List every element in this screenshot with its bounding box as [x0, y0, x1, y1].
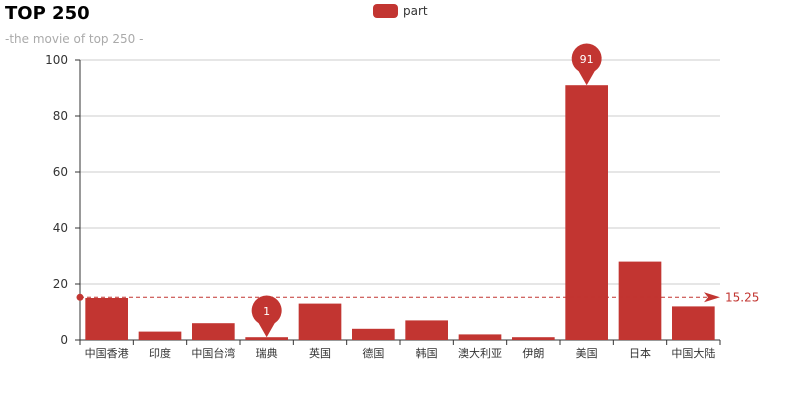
mark-point-label: 91: [580, 53, 594, 66]
y-tick-label: 60: [53, 165, 68, 179]
y-tick-label: 100: [45, 53, 68, 67]
bar[interactable]: [672, 306, 715, 340]
x-tick-label: 中国香港: [85, 347, 129, 360]
bar[interactable]: [298, 303, 342, 340]
bar[interactable]: [405, 320, 448, 340]
bar[interactable]: [458, 334, 502, 340]
x-tick-label: 伊朗: [522, 347, 544, 360]
y-tick-label: 20: [53, 277, 68, 291]
bar[interactable]: [85, 298, 128, 340]
bar[interactable]: [618, 261, 662, 340]
average-line-arrow: [704, 292, 720, 303]
x-tick-label: 澳大利亚: [458, 346, 502, 360]
x-tick-label: 中国台湾: [191, 346, 235, 360]
mark-point-pin: [571, 43, 602, 86]
bar[interactable]: [192, 323, 235, 340]
bar[interactable]: [352, 328, 395, 340]
x-tick-label: 美国: [576, 347, 598, 360]
x-tick-label: 日本: [629, 346, 651, 360]
bar[interactable]: [138, 331, 182, 340]
x-tick-label: 德国: [362, 346, 384, 360]
bar[interactable]: [512, 337, 555, 340]
chart-subtitle: -the movie of top 250 -: [5, 32, 144, 46]
mark-point-label: 1: [263, 305, 270, 318]
bar[interactable]: [565, 85, 608, 340]
x-tick-label: 英国: [309, 346, 331, 360]
y-tick-label: 40: [53, 221, 68, 235]
mark-point-pin: [251, 295, 282, 338]
average-line-label: 15.25: [725, 290, 759, 304]
legend-swatch: [373, 4, 398, 18]
average-line-start: [76, 293, 84, 301]
x-tick-label: 韩国: [416, 346, 438, 360]
x-tick-label: 印度: [149, 346, 171, 360]
bar[interactable]: [245, 337, 288, 340]
y-tick-label: 80: [53, 109, 68, 123]
x-tick-label: 中国大陆: [671, 346, 715, 360]
legend[interactable]: part: [373, 4, 428, 18]
legend-label: part: [403, 4, 428, 18]
chart-title: TOP 250: [5, 3, 90, 24]
y-tick-label: 0: [60, 333, 68, 347]
x-tick-label: 瑞典: [256, 346, 278, 360]
